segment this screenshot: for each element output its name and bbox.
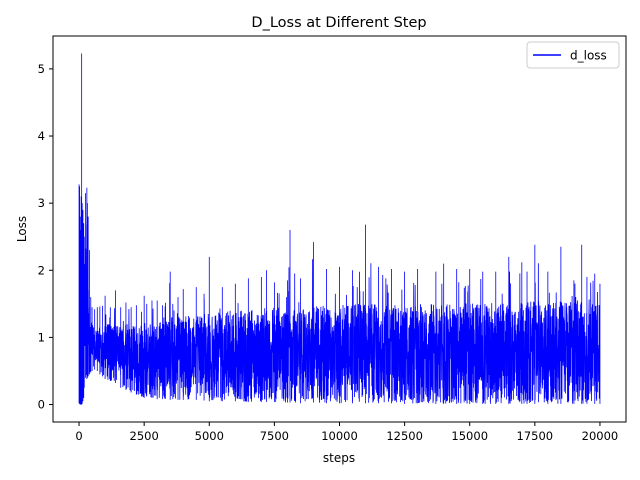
y-axis: 0 1 2 3 4 5 xyxy=(38,62,53,412)
y-tick-label: 0 xyxy=(38,398,45,412)
chart-title: D_Loss at Different Step xyxy=(251,15,426,31)
x-tick-label: 20000 xyxy=(582,429,619,443)
y-tick-label: 1 xyxy=(38,330,45,344)
x-tick-label: 10000 xyxy=(321,429,358,443)
x-tick-label: 17500 xyxy=(517,429,554,443)
y-tick-label: 3 xyxy=(38,196,45,210)
x-axis-label: steps xyxy=(323,451,355,465)
legend-label-d-loss: d_loss xyxy=(570,49,607,63)
x-tick-label: 0 xyxy=(75,429,82,443)
x-tick-label: 15000 xyxy=(451,429,488,443)
legend-box xyxy=(526,41,620,69)
y-tick-label: 5 xyxy=(38,62,45,76)
x-tick-label: 2500 xyxy=(130,429,159,443)
x-tick-label: 7500 xyxy=(260,429,289,443)
y-tick-label: 2 xyxy=(38,263,45,277)
series-layer xyxy=(78,53,601,405)
legend: d_loss xyxy=(526,41,620,69)
y-tick-label: 4 xyxy=(38,129,45,143)
x-axis: 0 2500 5000 7500 10000 12500 15000 17500 20000 xyxy=(75,422,618,443)
x-tick-label: 5000 xyxy=(195,429,224,443)
series-d-loss-line xyxy=(78,53,601,405)
y-axis-label: Loss xyxy=(15,216,29,242)
x-tick-label: 12500 xyxy=(386,429,423,443)
